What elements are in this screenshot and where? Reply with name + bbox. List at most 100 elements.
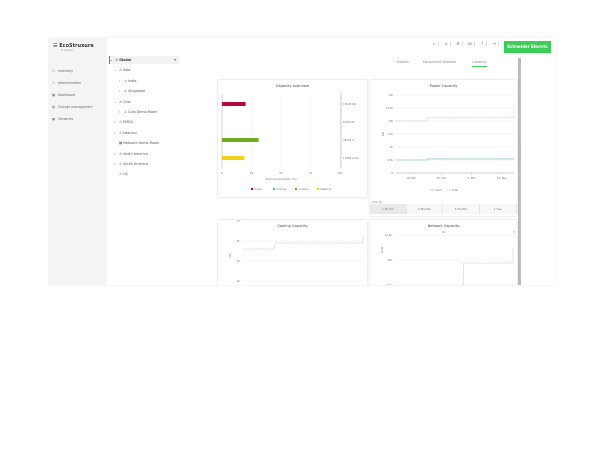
legend-label: U-space	[299, 187, 310, 191]
series-line-total	[463, 248, 514, 285]
cooling-capacity-card: Cooling Capacity 4k 5k 6k 7k kW	[218, 220, 367, 285]
tree-item[interactable]: ⌄ ⚠ Global ▾	[109, 56, 179, 64]
tree-item[interactable]: › ⚠ India	[119, 78, 137, 83]
y-tick-label: 7k	[237, 220, 241, 223]
tree-item[interactable]: › ⚠ South America	[114, 162, 149, 166]
x-tick-label: 0	[221, 171, 223, 175]
y-tick-label: 5k	[390, 145, 394, 149]
cooling-capacity-chart: 4k 5k 6k 7k kW	[228, 220, 364, 283]
x-tick-label: 75	[309, 171, 313, 175]
power-capacity-chart: 0 2.5k 5k 7.5k 10k 12.5k 15k kW 18. Feb 26. Feb 6.…	[381, 93, 515, 192]
tree-item[interactable]: ⚠ US	[119, 172, 128, 177]
app-window: ☰ EcoStruxure IT Advisor ⬡ Inventory ⚇ Admin…	[49, 38, 556, 285]
scrollbar[interactable]	[518, 58, 521, 285]
chart-title: Cooling Capacity	[277, 224, 308, 228]
location-icon: ⚠	[119, 68, 124, 73]
expander-icon[interactable]: ›	[114, 162, 116, 166]
x-tick-label: 14. Mar	[497, 176, 508, 180]
y-tick-label: 4k	[237, 279, 241, 283]
sidebar: ☰ EcoStruxure IT Advisor ⬡ Inventory ⚇ Admin…	[49, 38, 107, 285]
location-icon: ▦	[119, 141, 124, 146]
legend-label: Power	[255, 187, 264, 191]
x-axis-label: Total Consumption (%)	[264, 177, 297, 181]
location-icon: ⚠	[115, 58, 120, 62]
logout-icon[interactable]: ⇥	[490, 41, 499, 46]
filter-button[interactable]: 1 Month	[370, 204, 407, 214]
tab-details[interactable]: Details	[397, 60, 409, 64]
expander-icon[interactable]: ›	[119, 110, 121, 114]
schneider-logo: Schneider Electric	[504, 41, 551, 53]
tab-equipment-browser[interactable]: Equipment Browser	[423, 60, 457, 64]
tree-item[interactable]: › ⚠ Colo Demo Room	[119, 110, 158, 114]
filter-button[interactable]: 6 Months	[443, 204, 480, 214]
chevron-down-icon[interactable]: ▾	[174, 58, 176, 62]
chevron-down-icon[interactable]: ▾	[513, 230, 515, 234]
expander-icon[interactable]: ⌄	[110, 58, 113, 62]
bar-u-space	[222, 138, 259, 142]
expander-icon[interactable]: ⌄	[114, 99, 117, 104]
y-tick-label: 6k	[237, 239, 241, 243]
help-icon[interactable]: ?	[478, 41, 487, 46]
sidebar-item-administration[interactable]: ⚇ Administration	[52, 81, 82, 85]
bell-icon[interactable]: ♙	[442, 41, 451, 46]
chart-title: Power Capacity	[429, 84, 458, 88]
sidebar-item-dashboard[interactable]: ▦ Dashboard	[52, 93, 76, 97]
tree-item[interactable]: ▦ Network Demo Room	[119, 141, 160, 146]
dashboard-icon: ▦	[52, 93, 56, 97]
glasses-icon[interactable]: oo	[466, 41, 475, 46]
menu-icon[interactable]: ☰	[53, 43, 60, 49]
location-icon: ⚠	[119, 172, 124, 177]
expander-icon[interactable]: ›	[119, 78, 121, 83]
location-icon: ⚠	[119, 99, 124, 104]
expander-icon[interactable]: ⌄	[114, 68, 117, 73]
sidebar-item-change-management[interactable]: ▤ Change management	[52, 105, 93, 109]
users-icon: ⚇	[52, 81, 55, 85]
y-axis-label: Ports	[380, 246, 384, 253]
location-icon: ⚠	[124, 89, 129, 94]
legend-label: Used	[435, 188, 442, 192]
logo: ☰ EcoStruxure IT Advisor	[53, 43, 94, 52]
expander-icon[interactable]: ›	[119, 89, 121, 94]
y-tick-label: 2.5k	[387, 158, 393, 162]
series-line-total	[396, 105, 515, 122]
clipboard-icon: ▤	[52, 105, 56, 109]
y-tick-label: 7.5k	[386, 283, 392, 285]
expander-icon[interactable]: ›	[114, 120, 116, 125]
tree-item[interactable]: › ⚠ Singapore	[119, 89, 146, 94]
y-tick-label: 7.5k	[387, 132, 393, 136]
y-tick-label: 12.5k	[385, 233, 393, 237]
expander-icon[interactable]: ›	[114, 151, 116, 156]
legend-marker	[250, 187, 254, 191]
y-tick-label: 5k	[237, 259, 241, 263]
tab-capacity[interactable]: Capacity	[472, 60, 487, 67]
filter-button[interactable]: 1 Year	[480, 204, 517, 214]
tree-item[interactable]: › ⚠ Istanbul	[114, 130, 137, 135]
tree-item[interactable]: ⌄ ⚠ Colo	[114, 99, 131, 104]
power-capacity-card: Power Capacity 0 2.5k 5k 7.5k 10k 12.5k 15k kW 1…	[370, 80, 517, 216]
search-icon[interactable]: ⌕	[430, 41, 439, 46]
capacity-overview-chart: 0 25 50 75 100 13608 kW 6126 kW 32925 U 17908 po…	[221, 92, 359, 191]
x-tick-label: 100	[337, 171, 343, 175]
location-icon: ⚠	[119, 151, 124, 156]
filter-button[interactable]: 3 Months	[406, 204, 444, 214]
expander-icon[interactable]: ›	[114, 130, 116, 135]
sidebar-item-genomes[interactable]: ▩ Genomes	[52, 117, 74, 121]
cube-icon: ⬡	[52, 69, 55, 73]
capacity-value-label: 13608 kW	[343, 102, 357, 106]
gear-icon[interactable]: ⚙	[454, 41, 463, 46]
legend-marker	[294, 187, 298, 191]
y-tick-label: 0	[391, 171, 393, 175]
y-tick-label: 10k	[388, 119, 393, 123]
location-icon: ⚠	[124, 110, 129, 114]
tree-item[interactable]: › ⚠ North America	[114, 151, 148, 156]
network-capacity-card: Network Capacity All ▾ 7.5k10k12.5k15kPo…	[370, 220, 517, 285]
capacity-overview-card: Capacity overview 0 25 50 75 100 13608 kW 6126…	[218, 80, 367, 197]
sidebar-item-inventory[interactable]: ⬡ Inventory	[52, 69, 74, 73]
y-axis-label: kW	[228, 253, 232, 258]
tree-item[interactable]: › ⚠ EMEA	[114, 120, 133, 125]
legend-label: Network	[321, 187, 332, 191]
network-filter-dropdown[interactable]: All	[441, 230, 446, 234]
y-tick-label: 10k	[387, 258, 392, 262]
tree-item[interactable]: ⌄ ⚠ Asia	[114, 68, 131, 73]
